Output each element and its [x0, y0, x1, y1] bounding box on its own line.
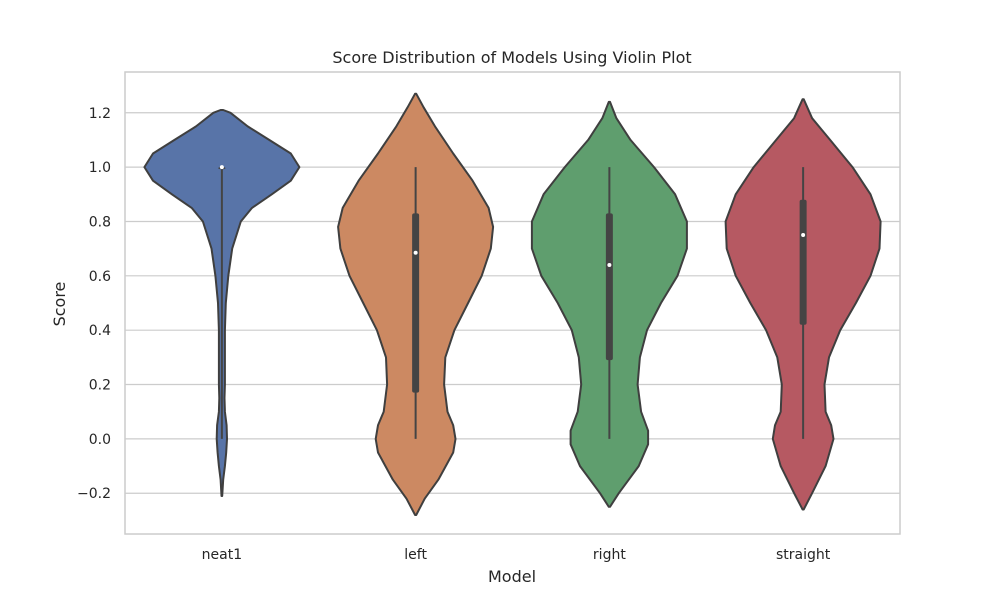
y-tick-label: 0.6 [89, 269, 111, 285]
x-axis-label: Model [488, 567, 536, 586]
y-axis-label: Score [50, 282, 69, 327]
chart-title: Score Distribution of Models Using Violi… [332, 48, 691, 67]
x-tick-label: right [593, 547, 626, 563]
tick-labels: −0.2 0.0 0.2 0.4 0.6 0.8 1.0 1.2 neat1 left right s… [77, 106, 831, 563]
y-tick-label: 0.0 [89, 432, 111, 448]
violin-right [530, 100, 688, 508]
violin-straight [724, 98, 882, 511]
violin-left [337, 92, 495, 516]
violin-iqr-box [799, 199, 807, 325]
y-tick-label: −0.2 [77, 486, 111, 502]
y-tick-label: 1.2 [89, 106, 111, 122]
y-tick-label: 0.8 [89, 214, 111, 230]
violin-iqr-box [605, 213, 613, 361]
violin-median-dot [607, 262, 612, 267]
violin-median-dot [219, 165, 224, 170]
plot-frame [124, 71, 901, 535]
y-tick-label: 1.0 [89, 160, 111, 176]
x-tick-label: neat1 [202, 547, 242, 563]
violin-neat1 [143, 109, 301, 497]
y-tick-label: 0.4 [89, 323, 111, 339]
violin-median-dot [413, 250, 418, 255]
violin-median-dot [801, 233, 806, 238]
y-tick-label: 0.2 [89, 378, 111, 394]
x-tick-label: straight [776, 547, 831, 563]
violins [143, 92, 882, 516]
violin-iqr-box [412, 213, 420, 393]
x-tick-label: left [404, 547, 427, 563]
